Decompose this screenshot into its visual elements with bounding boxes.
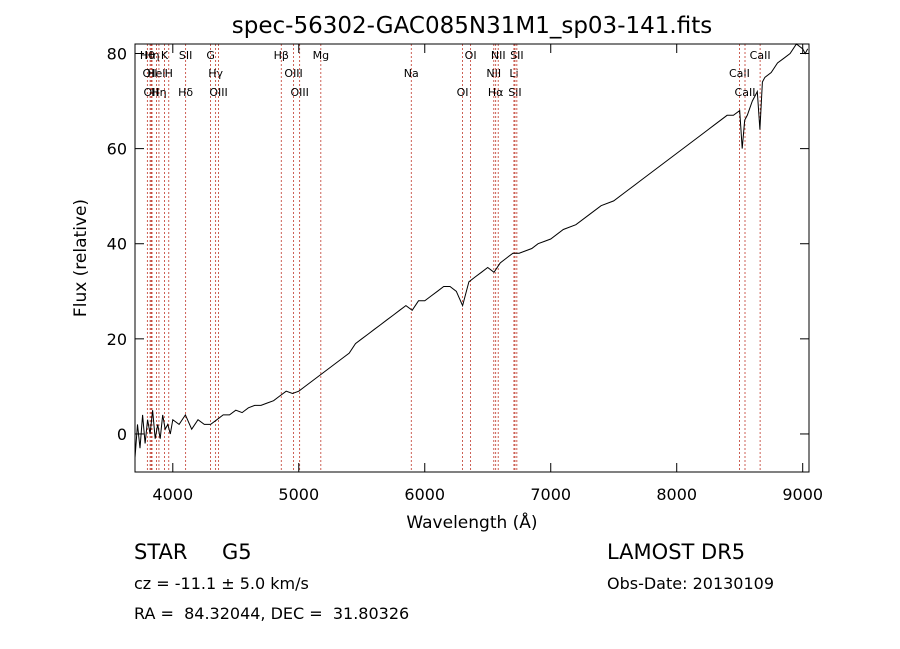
x-tick-label: 5000	[278, 485, 319, 504]
spectral-line-label: Mg	[313, 49, 329, 62]
spectral-line-label: Hβ	[274, 49, 289, 62]
spectral-line-label: Hγ	[208, 67, 223, 80]
y-tick-label: 20	[107, 330, 127, 349]
spectral-line-label: OII	[143, 67, 158, 80]
x-tick-label: 4000	[152, 485, 193, 504]
spectral-line-label: Hη	[144, 49, 159, 62]
y-tick-label: 60	[107, 140, 127, 159]
spectral-line-label: K	[161, 49, 169, 62]
spectral-line-label: CaII	[729, 67, 750, 80]
object-class: STAR	[134, 540, 188, 564]
spectral-line-label: OIII	[284, 67, 302, 80]
object-subclass: G5	[222, 540, 252, 564]
y-ticks: 0 20 40 60 80	[107, 45, 809, 444]
spectral-line-label: OIII	[290, 86, 308, 99]
spectral-line-label: SII	[179, 49, 192, 62]
redshift-velocity: cz = -11.1 ± 5.0 km/s	[134, 574, 309, 593]
survey-name: LAMOST DR5	[607, 540, 746, 564]
spectral-line-label: SII	[508, 86, 521, 99]
spectral-line-label: OIII	[209, 86, 227, 99]
spectral-line-label: H	[165, 67, 173, 80]
spectrum-line	[134, 43, 809, 458]
x-tick-label: 6000	[404, 485, 445, 504]
spectral-line-label: SII	[510, 49, 523, 62]
spectral-line-label: Hα	[488, 86, 504, 99]
spectral-line-label: CaII	[735, 86, 756, 99]
y-tick-label: 80	[107, 45, 127, 64]
plot-frame	[134, 43, 810, 473]
x-ticks: 4000 5000 6000 7000 8000 9000	[152, 44, 823, 504]
y-tick-label: 40	[107, 235, 127, 254]
spectral-line-label: OI	[465, 49, 477, 62]
spectral-line-label: HeI	[147, 67, 165, 80]
spectral-line-label: NII	[491, 49, 506, 62]
plot-layer	[134, 43, 809, 458]
x-axis-label: Wavelength (Å)	[406, 511, 537, 533]
spectral-line-label: OI	[457, 86, 469, 99]
spectral-line-label: OII	[144, 86, 159, 99]
y-axis-label: Flux (relative)	[71, 199, 91, 317]
spectral-line-label: NII	[486, 67, 501, 80]
spectral-line-label: Hη	[151, 86, 166, 99]
chart-title: spec-56302-GAC085N31M1_sp03-141.fits	[232, 13, 712, 39]
observation-date: Obs-Date: 20130109	[607, 574, 775, 593]
spectral-line-label: Li	[509, 67, 518, 80]
spectral-line-label: CaII	[750, 49, 771, 62]
x-tick-label: 8000	[656, 485, 697, 504]
x-tick-label: 7000	[530, 485, 571, 504]
x-tick-label: 9000	[782, 485, 823, 504]
spectral-line-label: Na	[404, 67, 419, 80]
coordinates: RA = 84.32044, DEC = 31.80326	[134, 604, 410, 623]
spectral-line-label: Hδ	[178, 86, 193, 99]
spectral-line-label: G	[206, 49, 215, 62]
y-tick-label: 0	[117, 425, 127, 444]
